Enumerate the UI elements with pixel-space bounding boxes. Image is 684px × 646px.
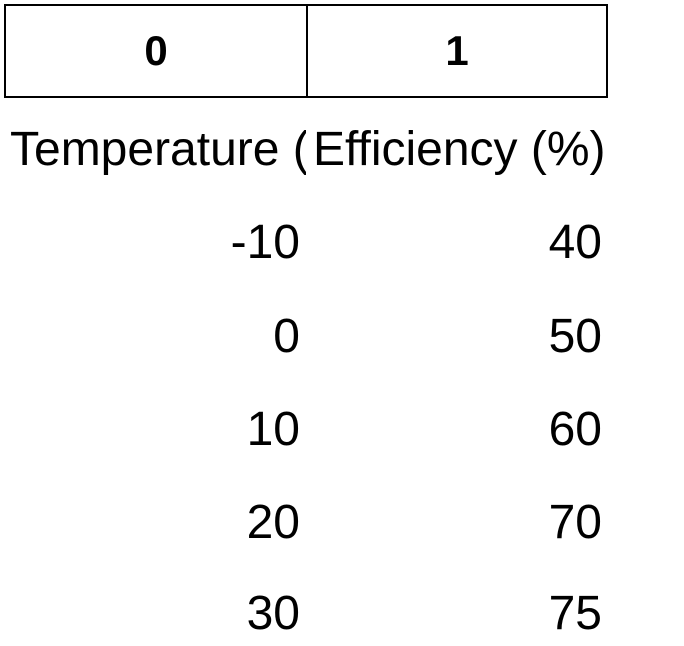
table-cell[interactable]: 10 [246, 403, 300, 456]
header-cell-temperature[interactable]: Temperature (°C) [10, 126, 306, 176]
table-cell[interactable]: 40 [548, 216, 602, 269]
column-header-0[interactable]: 0 [144, 27, 168, 74]
table-cell[interactable]: 75 [548, 587, 602, 640]
table-cell[interactable]: 60 [548, 403, 602, 456]
table-cell[interactable]: 0 [273, 310, 300, 363]
table-cell[interactable]: 50 [548, 310, 602, 363]
header-cell-efficiency[interactable]: Efficiency (%) [313, 126, 606, 176]
table-cell[interactable]: -10 [230, 216, 300, 269]
table-cell[interactable]: 70 [548, 496, 602, 549]
column-header-row: 0 1 [4, 4, 608, 98]
column-header-1[interactable]: 1 [306, 6, 606, 96]
table-cell[interactable]: 30 [246, 587, 300, 640]
table-cell[interactable]: 20 [246, 496, 300, 549]
